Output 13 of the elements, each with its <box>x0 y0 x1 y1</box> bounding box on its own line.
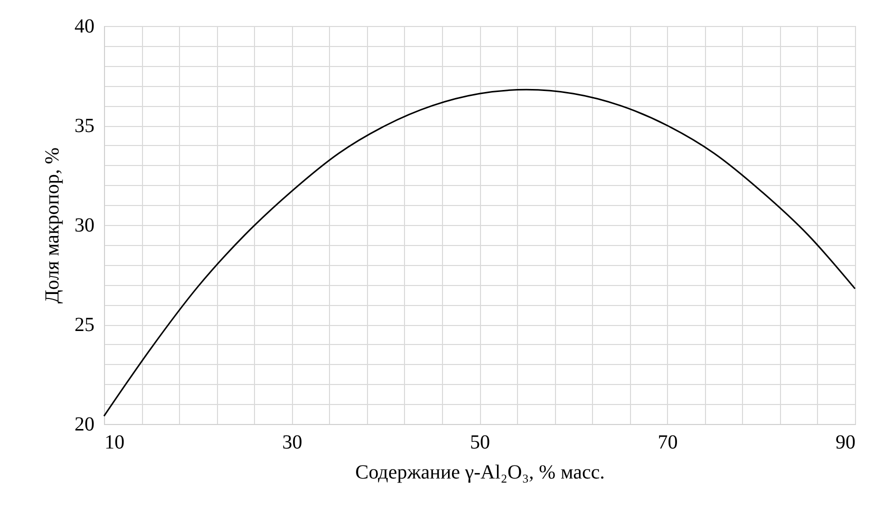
y-tick-label: 20 <box>74 414 94 436</box>
x-tick-label: 50 <box>470 432 490 454</box>
y-tick-label: 35 <box>74 115 94 137</box>
x-tick-label: 10 <box>104 432 124 454</box>
y-axis-title: Доля макропор, % <box>42 147 64 304</box>
x-axis-title: Содержание γ-Al₂O₃, % масс. <box>355 462 605 484</box>
x-tick-label: 30 <box>282 432 302 454</box>
x-tick-label: 90 <box>836 432 856 454</box>
x-tick-label: 70 <box>658 432 678 454</box>
y-tick-label: 30 <box>74 214 94 236</box>
line-series <box>103 88 856 417</box>
y-tick-label: 25 <box>74 314 94 336</box>
y-tick-label: 40 <box>74 16 94 38</box>
